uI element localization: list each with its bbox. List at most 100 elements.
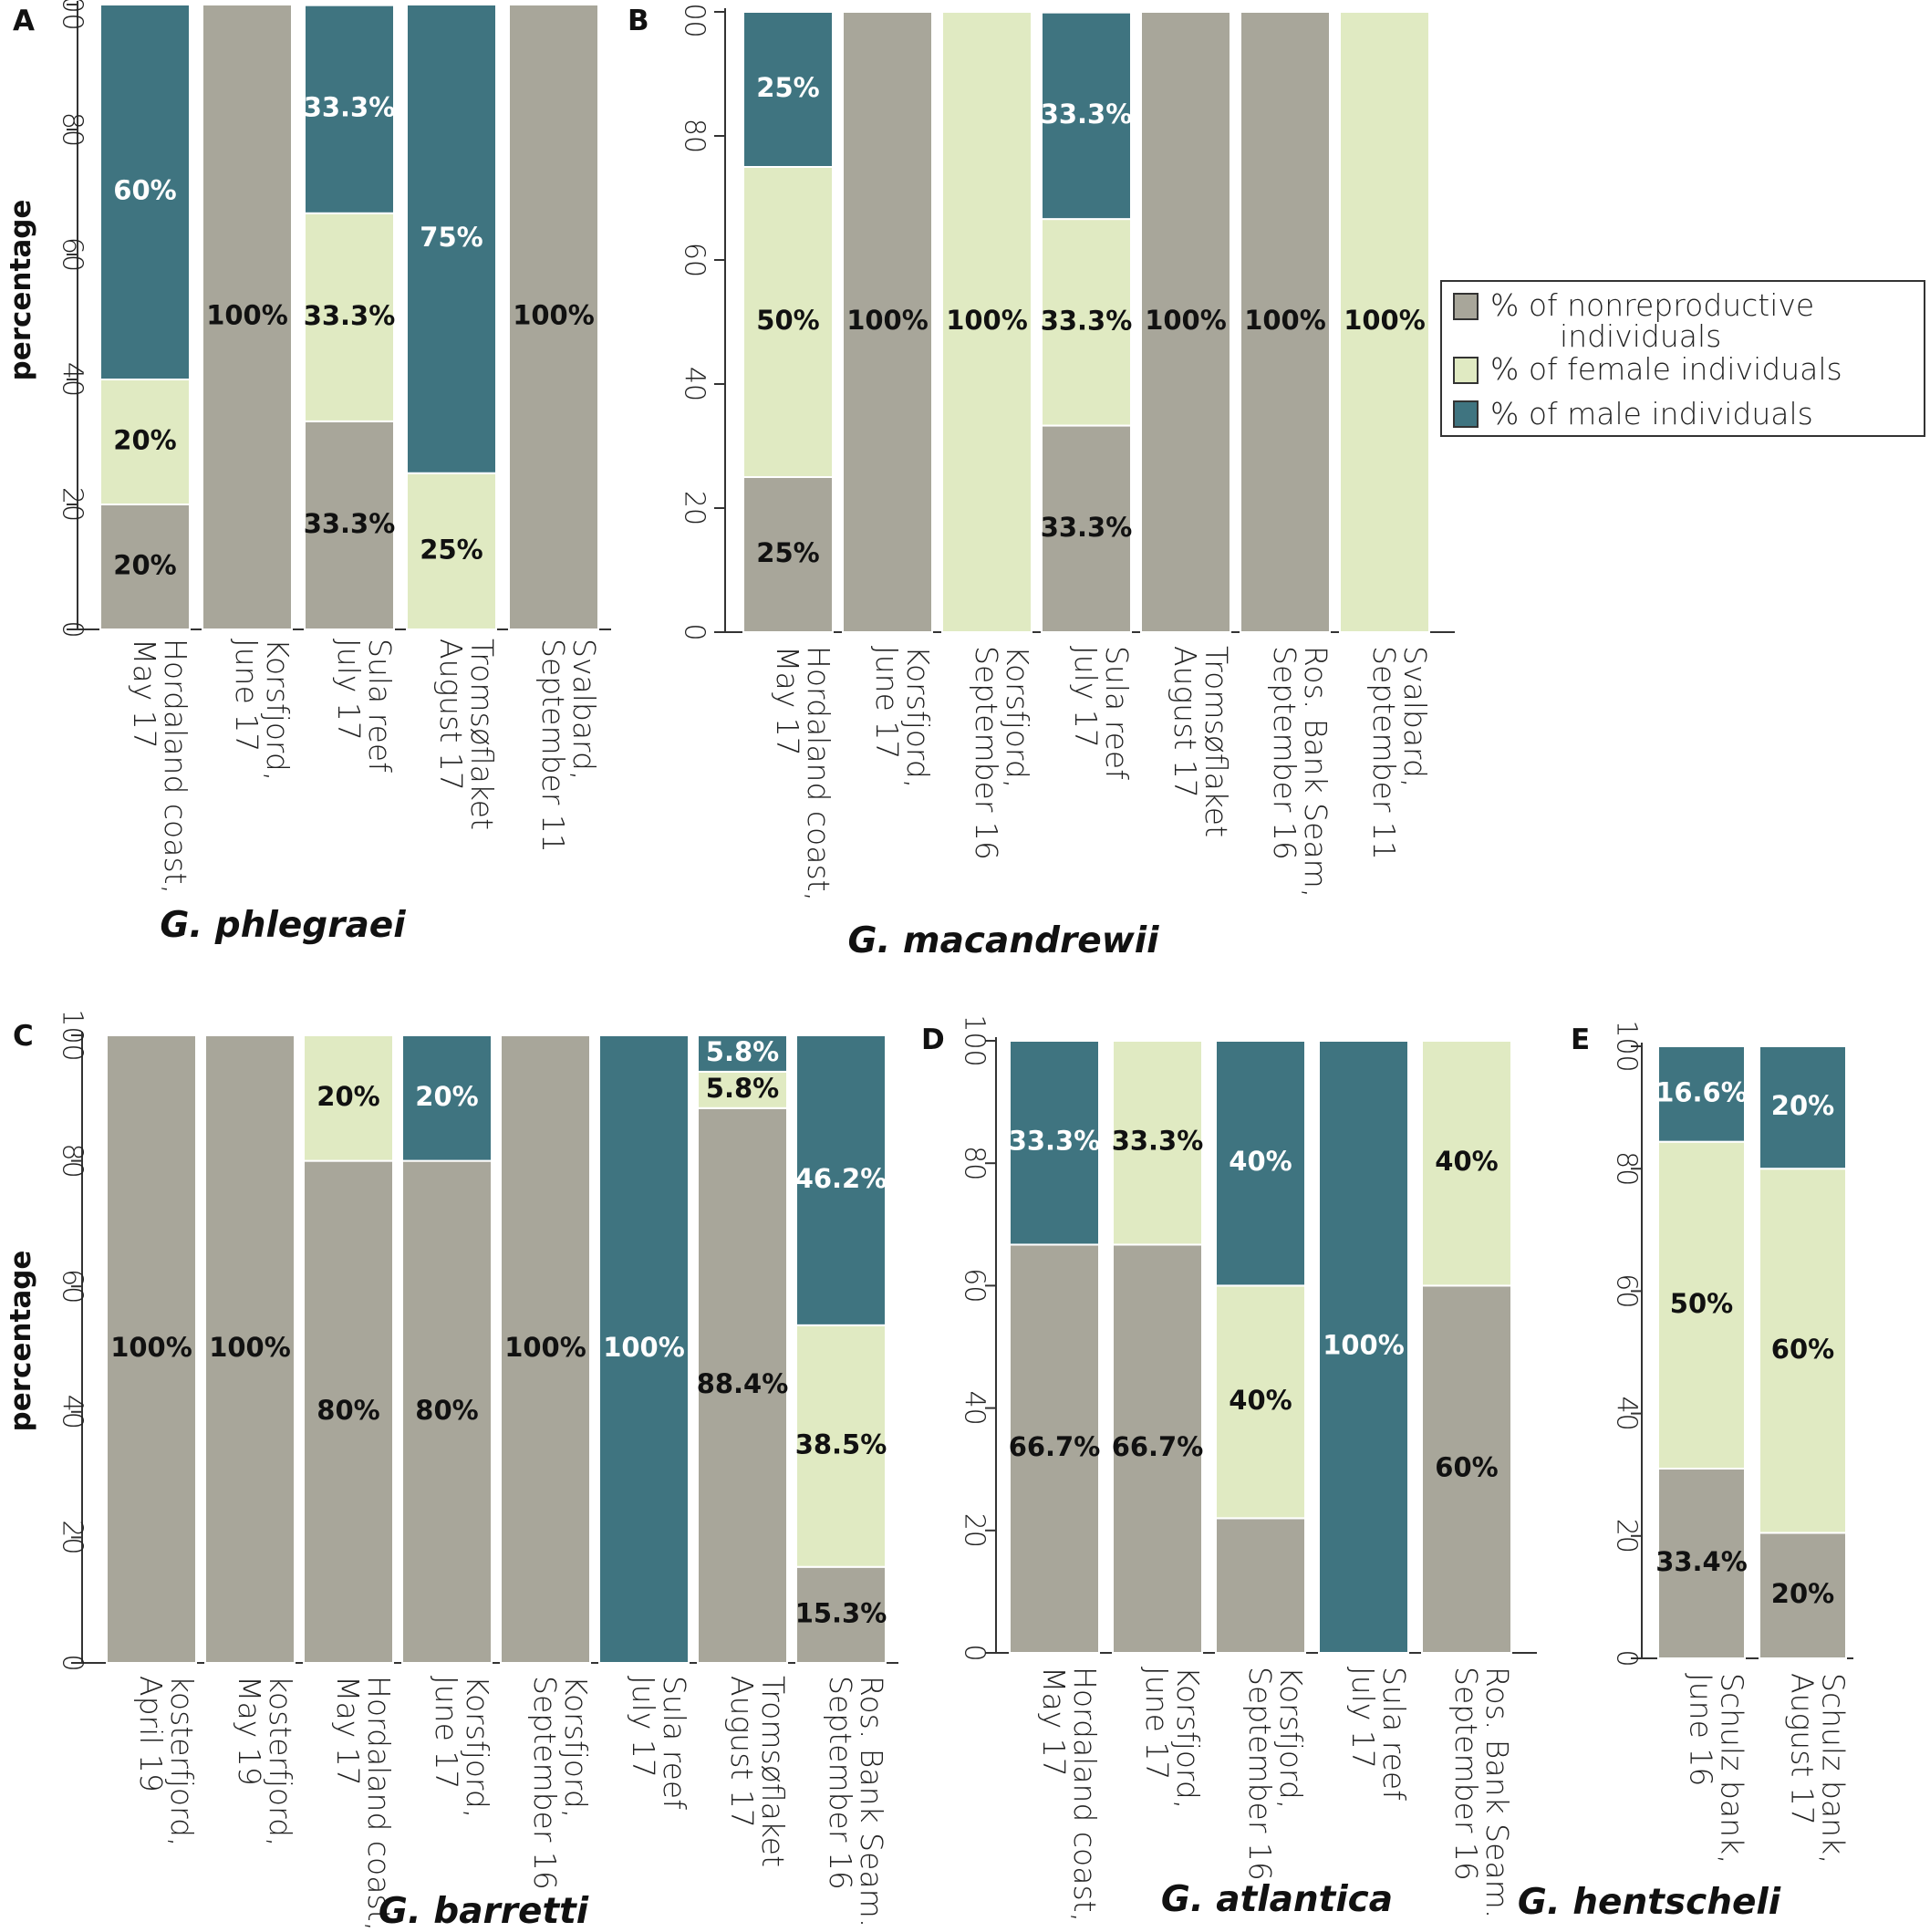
panel-d: D 0 20 40 60 80 100 66.7% 33.3% Hordaland coast,M… (921, 1014, 1537, 1922)
y-tick-label: 100 (679, 0, 711, 38)
bar-segment-male (401, 1034, 493, 1162)
category-label: May 17 (1036, 1667, 1072, 1777)
y-tick-label: 20 (679, 491, 711, 525)
data-label: 100% (603, 1332, 685, 1363)
data-label: 40% (1229, 1146, 1292, 1177)
data-label: 100% (504, 1332, 586, 1363)
y-tick-label: 60 (679, 243, 711, 277)
bar-segment-male (795, 1034, 887, 1326)
y-tick-label: 80 (1611, 1151, 1643, 1186)
data-label: 16.6% (1655, 1076, 1748, 1107)
y-tick-label: 100 (1611, 1020, 1643, 1072)
legend-swatch-female (1453, 357, 1479, 384)
category-label: Korsfjord, (1273, 1667, 1309, 1809)
data-label: 80% (415, 1395, 478, 1426)
data-label: 100% (946, 305, 1028, 336)
legend-label: % of male individuals (1490, 396, 1813, 431)
category-label: August 17 (1785, 1673, 1821, 1825)
y-tick-label: 40 (57, 362, 88, 397)
category-label: Schulz bank, (1715, 1673, 1750, 1864)
bar-segment-female (697, 1070, 788, 1109)
category-label: May 17 (770, 646, 805, 756)
bar-segment-female (1657, 1140, 1746, 1470)
category-label: July 17 (1068, 646, 1104, 748)
bar-segment-nonreproductive (1215, 1517, 1306, 1654)
category-label: September 16 (1242, 1667, 1278, 1881)
bar-segment-female (1759, 1168, 1847, 1534)
bar-segment-nonreproductive (204, 1034, 296, 1664)
category-label: Ros. Bank Seam. (1479, 1667, 1515, 1918)
y-tick-label: 40 (959, 1391, 991, 1426)
data-label: 60% (1435, 1452, 1498, 1483)
bar-segment-male (697, 1034, 788, 1073)
data-label: 100% (513, 300, 595, 331)
species-title: G. barretti (379, 1891, 589, 1932)
category-label: June 17 (229, 639, 265, 752)
category-label: Sula reef (362, 639, 398, 773)
category-label: Ros. Bank Seam, (1298, 646, 1333, 898)
species-title: G. hentscheli (1518, 1882, 1781, 1923)
bar-segment-male (1657, 1045, 1746, 1143)
bar-segment-nonreproductive (1112, 1243, 1203, 1654)
data-label: 100% (206, 300, 288, 331)
data-label: 33.3% (304, 300, 396, 331)
category-label: Svalbard, (1397, 646, 1433, 787)
category-label: May 19 (232, 1676, 267, 1786)
data-label: 25% (756, 72, 819, 103)
legend-swatch-nonreproductive (1453, 293, 1479, 320)
data-label: 100% (1244, 305, 1326, 336)
y-tick-label: 0 (1611, 1649, 1643, 1667)
category-label: September 11 (535, 639, 571, 853)
category-label: September 11 (1366, 646, 1402, 860)
data-label: 40% (1229, 1385, 1292, 1416)
legend-label: % of female individuals (1490, 351, 1842, 387)
panel-letter: A (13, 5, 35, 37)
category-label: Sula reef (657, 1676, 692, 1810)
category-label: June 17 (869, 646, 905, 759)
category-label: September 16 (969, 646, 1004, 860)
data-label: 33.3% (1041, 305, 1133, 336)
data-label: 50% (756, 305, 819, 336)
bar-segment-female (1421, 1040, 1512, 1287)
bar-segment-nonreproductive (697, 1106, 788, 1664)
bar-segment-nonreproductive (1009, 1243, 1100, 1654)
y-tick-label: 100 (57, 0, 88, 31)
legend-label: % of nonreproductive (1490, 287, 1814, 323)
y-tick-label: 80 (57, 112, 88, 147)
category-label: April 19 (133, 1676, 169, 1792)
data-label: 5.8% (706, 1073, 779, 1104)
bar-segment-male (99, 4, 191, 380)
y-tick-label: 0 (679, 623, 711, 640)
category-label: May 17 (127, 639, 162, 749)
category-label: June 17 (429, 1676, 464, 1789)
bar-segment-nonreproductive (500, 1034, 591, 1664)
data-label: 60% (1771, 1334, 1834, 1365)
data-label: 20% (316, 1081, 379, 1112)
y-tick-label: 0 (959, 1644, 991, 1661)
data-label: 100% (110, 1332, 192, 1363)
category-label: August 17 (724, 1676, 760, 1828)
bar-segment-nonreproductive (842, 11, 933, 633)
category-label: Schulz bank, (1816, 1673, 1852, 1864)
category-label: August 17 (433, 639, 469, 791)
species-title: G. atlantica (1161, 1879, 1393, 1920)
bar-segment-female (1215, 1284, 1306, 1520)
data-label: 25% (756, 537, 819, 568)
data-label: 50% (1670, 1288, 1733, 1319)
bar-segment-nonreproductive (1240, 11, 1331, 633)
data-label: 75% (420, 222, 482, 253)
category-label: kosterfjord, (263, 1676, 298, 1847)
data-label: 15.3% (795, 1597, 887, 1628)
category-label: kosterfjord, (164, 1676, 200, 1847)
data-label: 25% (420, 534, 482, 565)
y-tick-label: 20 (959, 1513, 991, 1548)
bar-segment-nonreproductive (202, 4, 293, 630)
category-label: May 17 (330, 1676, 366, 1786)
category-label: Korsfjord, (1000, 646, 1035, 788)
bar-segment-male (304, 4, 395, 214)
data-label: 88.4% (697, 1368, 789, 1399)
bar-segment-male (1009, 1040, 1100, 1246)
data-label: 33.4% (1655, 1546, 1748, 1577)
